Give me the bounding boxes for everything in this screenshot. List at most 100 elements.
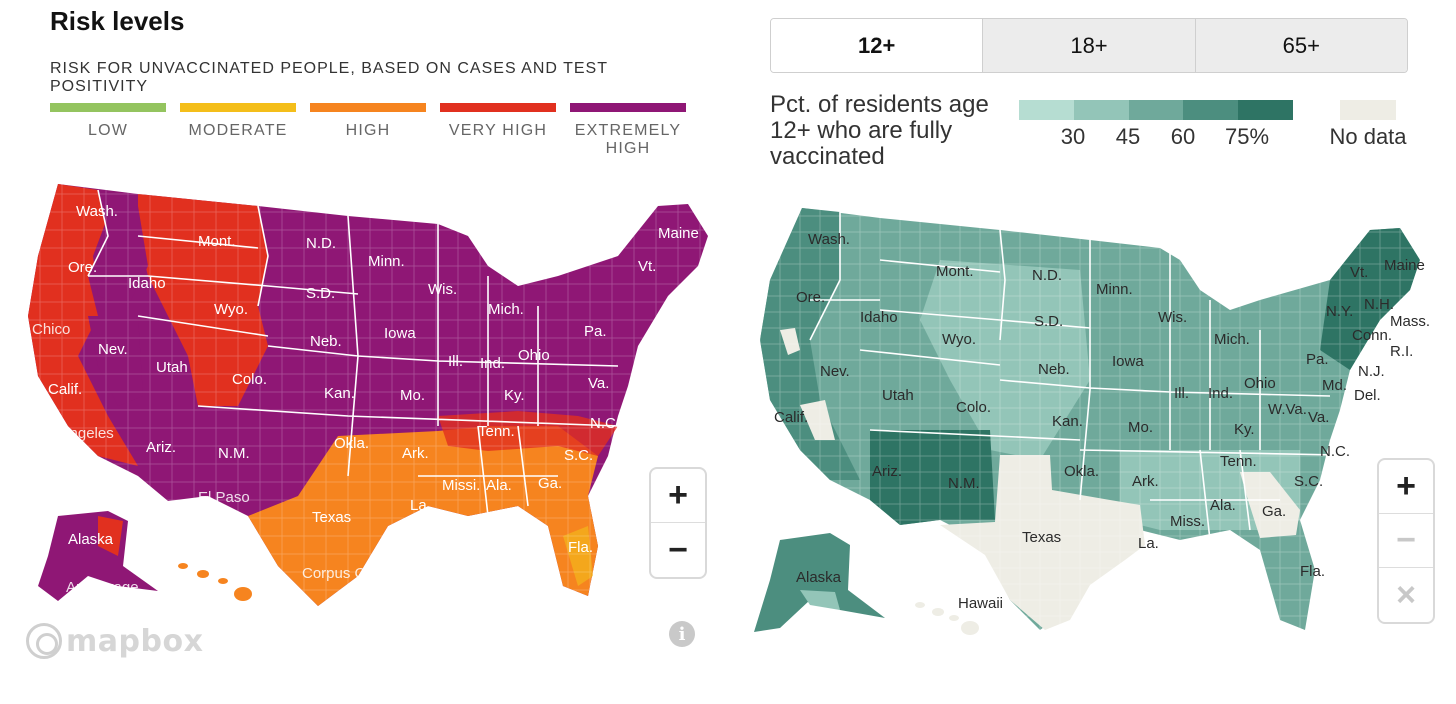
risk-label-fla: Fla. xyxy=(568,539,593,556)
risk-city-chico: Chico xyxy=(32,321,70,338)
vax-label-nc: N.C. xyxy=(1320,443,1350,460)
scale-swatch-4 xyxy=(1183,100,1239,120)
scale-swatch-5 xyxy=(1238,100,1293,120)
vax-label-colo: Colo. xyxy=(956,399,991,416)
mapbox-logo[interactable]: mapbox xyxy=(26,622,203,660)
scale-swatch-1 xyxy=(1019,100,1074,120)
risk-label-nev: Nev. xyxy=(98,341,128,358)
vax-alaska-light xyxy=(800,590,840,610)
vaccination-map[interactable]: Wash. Ore. Idaho Mont. Wyo. N.D. S.D. Mi… xyxy=(740,200,1440,640)
vax-label-mass: Mass. xyxy=(1390,313,1430,330)
risk-city-los-angeles: Los Angeles xyxy=(32,425,114,442)
no-data-swatch xyxy=(1340,100,1396,120)
vax-state-label-group: Wash. Ore. Idaho Mont. Wyo. N.D. S.D. Mi… xyxy=(774,231,1430,612)
vax-label-wyo: Wyo. xyxy=(942,331,976,348)
vax-label-maine: Maine xyxy=(1384,257,1425,274)
legend-label-extremely-high: EXTREMELY HIGH xyxy=(574,122,682,157)
risk-label-okla: Okla. xyxy=(334,435,369,452)
scale-tick-60: 60 xyxy=(1170,124,1196,149)
risk-label-wyo: Wyo. xyxy=(214,301,248,318)
vaccination-legend-title: Pct. of residents age 12+ who are fully … xyxy=(770,91,989,170)
risk-label-alaska: Alaska xyxy=(68,531,114,548)
vax-label-nd: N.D. xyxy=(1032,267,1062,284)
tab-65-plus[interactable]: 65+ xyxy=(1194,19,1407,72)
vax-label-ind: Ind. xyxy=(1208,385,1233,402)
vax-label-wash: Wash. xyxy=(808,231,850,248)
risk-state-label-group: Wash. Ore. Idaho Mont. Wyo. N.D. S.D. Mi… xyxy=(32,203,699,616)
vax-label-mont: Mont. xyxy=(936,263,974,280)
risk-label-texas: Texas xyxy=(312,509,351,526)
vax-label-texas: Texas xyxy=(1022,529,1061,546)
risk-subtitle: RISK FOR UNVACCINATED PEOPLE, BASED ON C… xyxy=(50,60,608,95)
risk-label-ind: Ind. xyxy=(480,355,505,372)
vax-label-hawaii: Hawaii xyxy=(958,595,1003,612)
vax-label-mich: Mich. xyxy=(1214,331,1250,348)
vax-label-del: Del. xyxy=(1354,387,1381,404)
risk-label-nc: N.C. xyxy=(590,415,620,432)
vax-label-tenn: Tenn. xyxy=(1220,453,1257,470)
risk-label-mo: Mo. xyxy=(400,387,425,404)
risk-label-va: Va. xyxy=(588,375,609,392)
risk-city-anchorage: Anchorage xyxy=(66,579,139,596)
no-data-legend: No data xyxy=(1328,100,1408,150)
vax-zoom-out-button[interactable]: − xyxy=(1379,514,1433,568)
vax-label-nh: N.H. xyxy=(1364,296,1394,313)
vax-label-miss: Miss. xyxy=(1170,513,1205,530)
risk-map-texture xyxy=(18,176,718,616)
vax-zoom-in-button[interactable]: + xyxy=(1379,460,1433,514)
risk-label-la: La. xyxy=(410,497,431,514)
vax-alaska xyxy=(754,533,885,632)
vax-label-va: Va. xyxy=(1308,409,1329,426)
risk-label-ill: Ill. xyxy=(448,353,463,370)
risk-hawaii xyxy=(178,563,252,601)
risk-label-pa: Pa. xyxy=(584,323,607,340)
risk-label-maine: Maine xyxy=(658,225,699,242)
risk-zoom-out-button[interactable]: − xyxy=(668,530,688,569)
tab-12-plus[interactable]: 12+ xyxy=(771,19,983,72)
legend-moderate: MODERATE xyxy=(180,103,296,140)
scale-swatch-2 xyxy=(1073,100,1129,120)
vax-label-ohio: Ohio xyxy=(1244,375,1276,392)
info-icon[interactable]: i xyxy=(669,621,695,647)
vax-label-mo: Mo. xyxy=(1128,419,1153,436)
legend-label-low: LOW xyxy=(87,122,129,139)
vax-label-pa: Pa. xyxy=(1306,351,1329,368)
risk-map[interactable]: Wash. Ore. Idaho Mont. Wyo. N.D. S.D. Mi… xyxy=(18,176,718,616)
risk-label-ariz: Ariz. xyxy=(146,439,176,456)
vax-label-calif: Calif. xyxy=(774,409,808,426)
vax-label-wva: W.Va. xyxy=(1268,401,1307,418)
scale-swatch-3 xyxy=(1128,100,1184,120)
risk-label-sd: S.D. xyxy=(306,285,335,302)
risk-legend: LOW MODERATE HIGH VERY HIGH EXTREMELY HI… xyxy=(50,103,690,163)
risk-label-mont: Mont. xyxy=(198,233,236,250)
vax-label-wis: Wis. xyxy=(1158,309,1187,326)
tab-18-plus[interactable]: 18+ xyxy=(982,19,1195,72)
risk-zoom-in-button[interactable]: + xyxy=(651,469,705,523)
legend-high: HIGH xyxy=(310,103,426,140)
vax-zoom-control: + − × xyxy=(1377,458,1435,624)
risk-label-tenn: Tenn. xyxy=(478,423,515,440)
risk-label-nd: N.D. xyxy=(306,235,336,252)
vax-hawaii xyxy=(915,602,979,635)
legend-swatch-low xyxy=(50,103,166,112)
vax-label-fla: Fla. xyxy=(1300,563,1325,580)
risk-label-kan: Kan. xyxy=(324,385,355,402)
legend-low: LOW xyxy=(50,103,166,140)
risk-label-ark: Ark. xyxy=(402,445,429,462)
risk-label-vt: Vt. xyxy=(638,258,656,275)
vax-label-idaho: Idaho xyxy=(860,309,898,326)
legend-label-high: HIGH xyxy=(345,122,391,139)
mapbox-logo-text: mapbox xyxy=(66,623,204,659)
risk-alaska xyxy=(38,511,158,601)
vax-label-ariz: Ariz. xyxy=(872,463,902,480)
vax-label-iowa: Iowa xyxy=(1112,353,1144,370)
risk-title: Risk levels xyxy=(50,6,185,36)
vax-label-ny: N.Y. xyxy=(1326,303,1353,320)
risk-label-ga: Ga. xyxy=(538,475,562,492)
risk-city-key-west: Key West xyxy=(554,601,619,616)
legend-extremely-high: EXTREMELY HIGH xyxy=(570,103,686,158)
risk-levels-panel: Risk levels RISK FOR UNVACCINATED PEOPLE… xyxy=(18,6,718,660)
risk-label-missi: Missi. xyxy=(442,477,480,494)
risk-label-wash: Wash. xyxy=(76,203,118,220)
vax-reset-button[interactable]: × xyxy=(1396,575,1416,614)
